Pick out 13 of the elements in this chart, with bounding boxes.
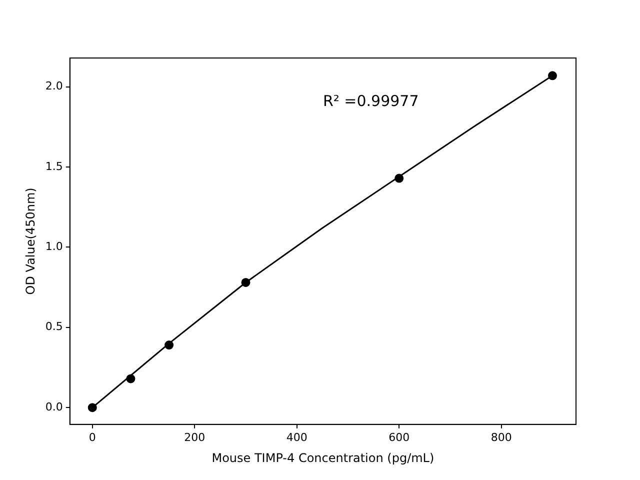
- annotation: R² =0.99977: [322, 92, 419, 110]
- x-tick-label: 600: [388, 430, 410, 444]
- x-tick-label: 0: [88, 430, 96, 444]
- y-tick-label: 1.5: [45, 160, 63, 173]
- y-tick-label: 1.0: [45, 240, 63, 254]
- x-tick-label: 400: [286, 430, 308, 444]
- x-tick-label: 800: [490, 430, 512, 444]
- x-axis-title: Mouse TIMP-4 Concentration (pg/mL): [212, 450, 434, 465]
- x-tick-label: 200: [184, 430, 206, 444]
- y-tick-label: 0.5: [45, 320, 63, 334]
- y-axis-title: OD Value(450nm): [23, 188, 38, 295]
- y-tick-label: 0.0: [45, 400, 63, 414]
- y-tick-label: 2.0: [45, 80, 63, 93]
